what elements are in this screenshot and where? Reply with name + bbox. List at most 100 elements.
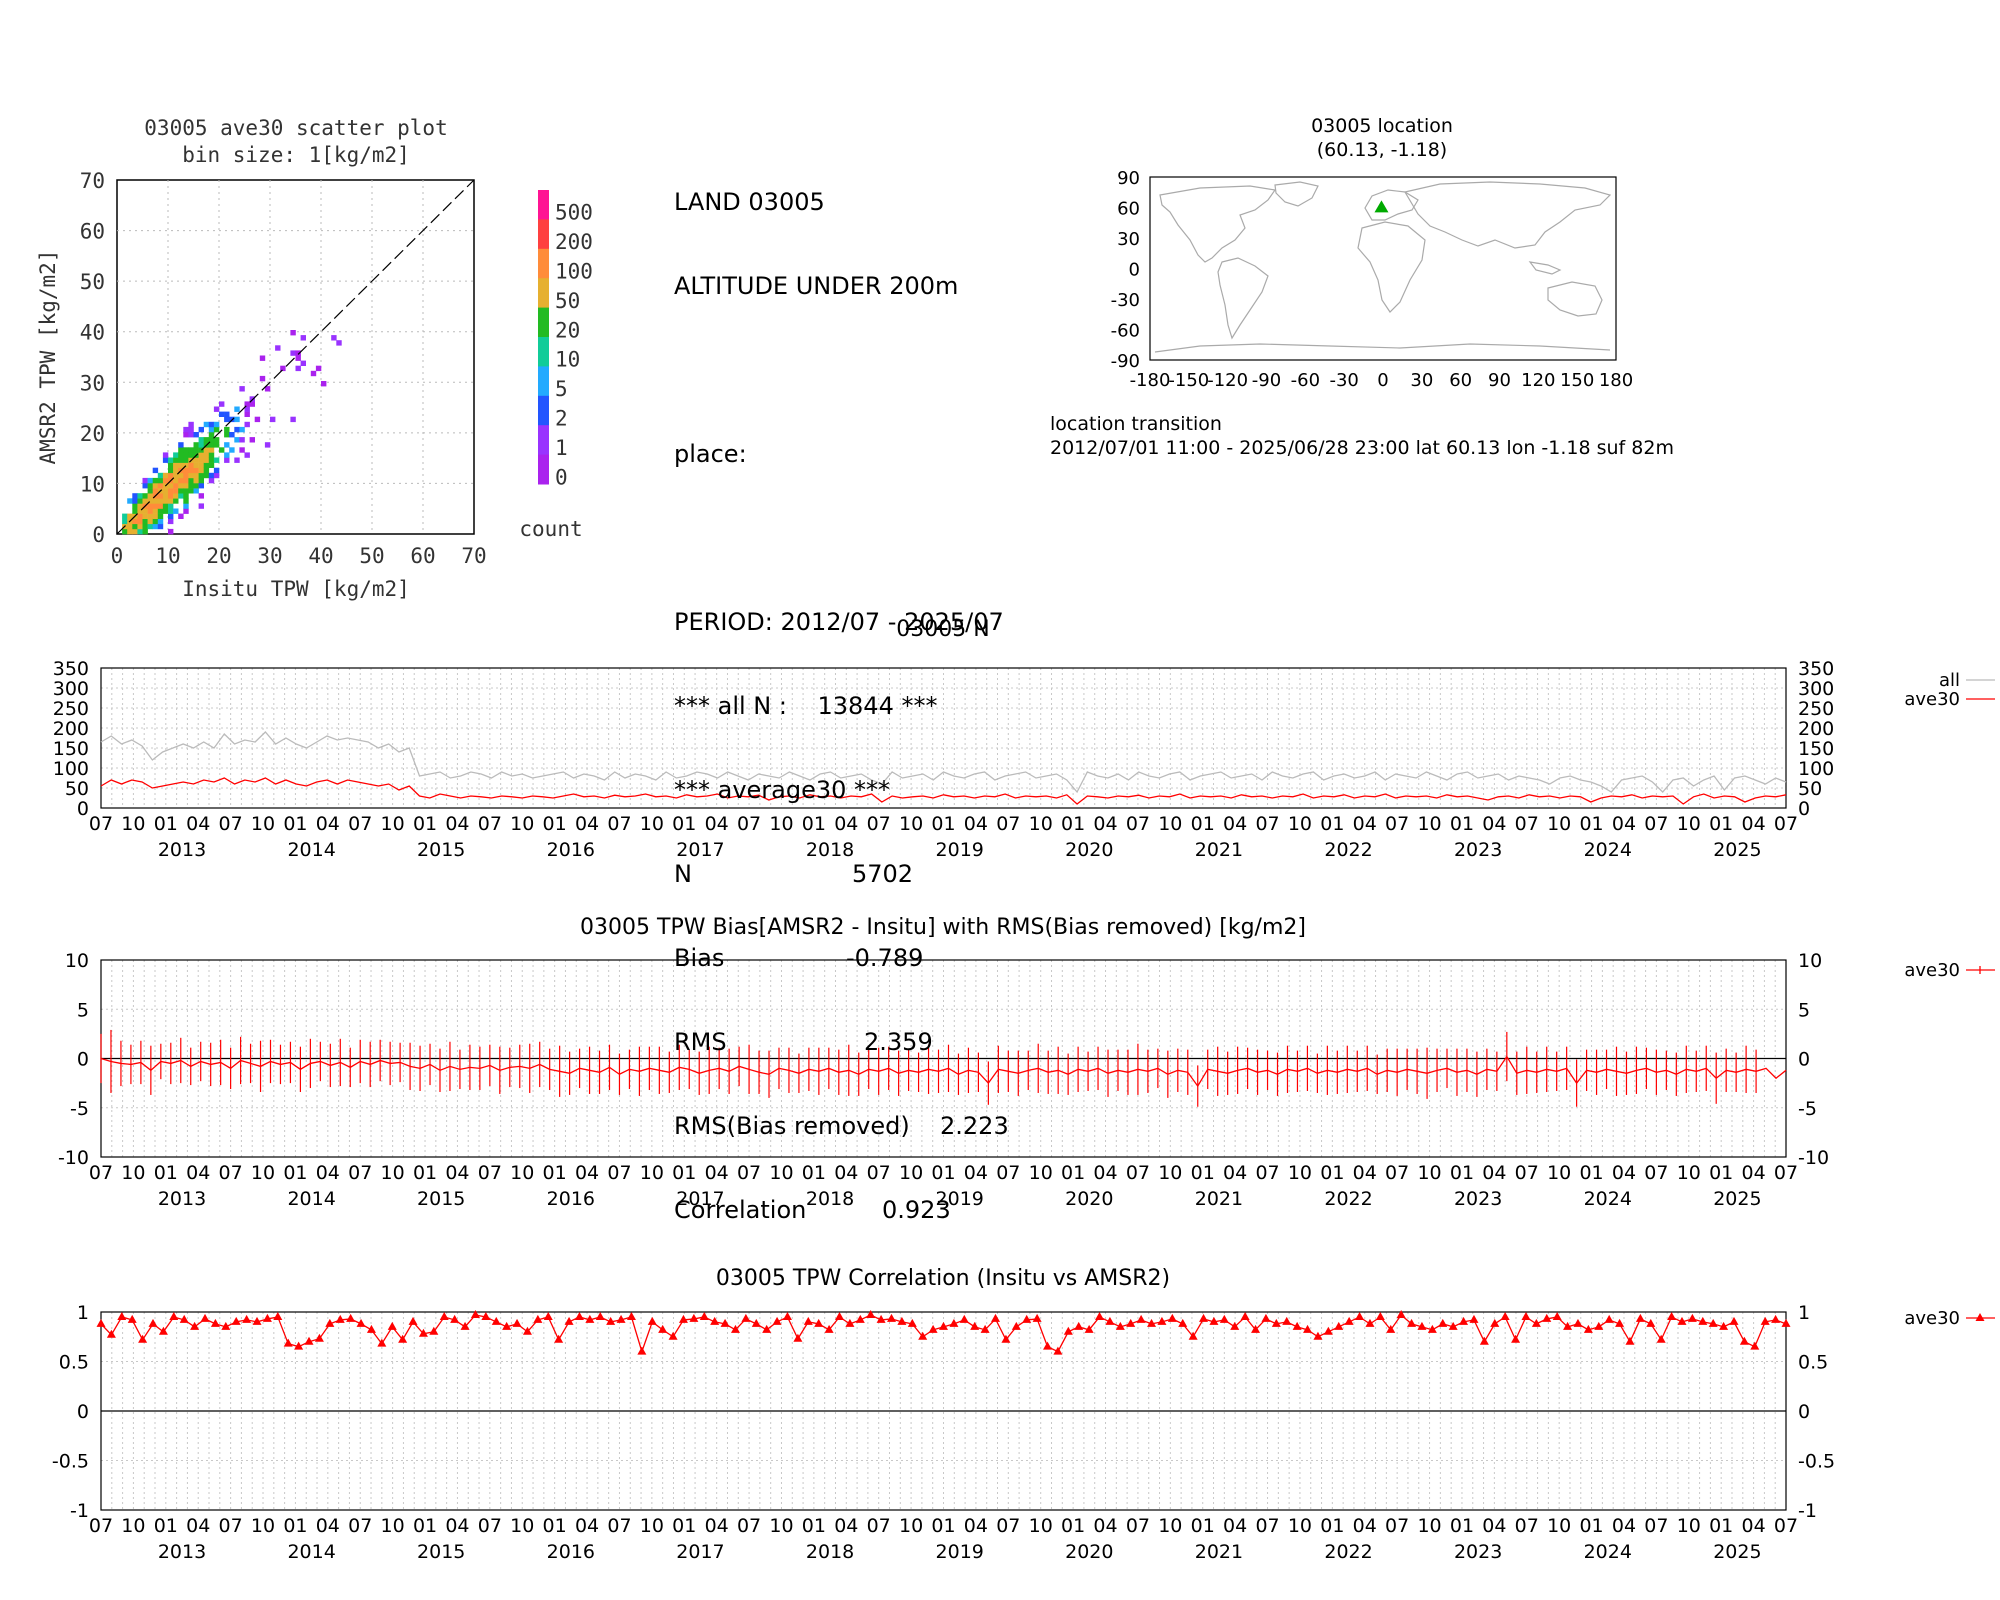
correlation-marker (741, 1313, 751, 1322)
scatter-bin (132, 508, 138, 514)
correlation-marker (1698, 1316, 1708, 1325)
year-label: 2021 (1195, 839, 1243, 861)
ytick-label-right: -10 (1798, 1147, 1829, 1169)
month-label: 04 (1093, 1515, 1117, 1537)
month-label: 01 (1061, 1162, 1085, 1184)
correlation-marker (262, 1313, 272, 1322)
correlation-marker (710, 1316, 720, 1325)
correlation-marker (678, 1314, 688, 1323)
month-label: 01 (154, 1515, 178, 1537)
month-label: 04 (1742, 813, 1766, 835)
month-label: 10 (121, 813, 145, 835)
ytick-label-left: 350 (53, 658, 89, 680)
correlation-marker (1011, 1321, 1021, 1330)
correlation-marker (1261, 1313, 1271, 1322)
correlation-marker (1573, 1318, 1583, 1327)
month-label: 10 (640, 1515, 664, 1537)
correlation-marker (190, 1321, 200, 1330)
scatter-bin (168, 462, 174, 468)
correlation-marker (1625, 1336, 1635, 1345)
rms-bias-removed-value: 2.223 (940, 1112, 1009, 1140)
scatter-plot: 03005 ave30 scatter plot bin size: 1[kg/… (36, 116, 593, 601)
month-label: 10 (640, 813, 664, 835)
correlation-marker (1074, 1321, 1084, 1330)
year-label: 2016 (547, 839, 595, 861)
scatter-bin (198, 442, 204, 448)
ytick-label-left: -10 (58, 1147, 89, 1169)
map-ytick-label: 30 (1117, 229, 1140, 250)
correlation-marker (1157, 1316, 1167, 1325)
scatter-bin (122, 528, 128, 535)
scatter-bin (244, 401, 250, 407)
scatter-bin (213, 457, 220, 463)
scatter-bin (142, 523, 148, 530)
month-label: 10 (251, 1162, 275, 1184)
scatter-subtitle: bin size: 1[kg/m2] (182, 143, 410, 167)
correlation-marker (606, 1316, 616, 1325)
colorbar-label: 1 (555, 436, 568, 460)
ytick-label-right: 0 (1798, 1401, 1810, 1423)
scatter-bin (178, 513, 184, 519)
month-label: 07 (737, 813, 761, 835)
scatter-bin (173, 462, 179, 468)
correlation-marker (814, 1318, 824, 1327)
correlation-marker (148, 1318, 158, 1327)
scatter-bin (152, 467, 159, 474)
correlation-marker (1251, 1324, 1261, 1333)
month-label: 07 (478, 813, 502, 835)
scatter-bin (137, 503, 143, 509)
scatter-bin (213, 442, 220, 448)
correlation-marker (1469, 1314, 1479, 1323)
month-label: 04 (705, 813, 729, 835)
colorbar-label: 100 (555, 260, 593, 284)
month-label: 04 (316, 1162, 340, 1184)
scatter-bin (224, 442, 230, 448)
month-label: 07 (478, 1515, 502, 1537)
scatter-bin (188, 421, 194, 428)
map-xtick-label: -60 (1291, 370, 1320, 391)
scatter-bin (259, 375, 266, 382)
scatter-bin (147, 508, 153, 514)
scatter-bin (213, 467, 220, 474)
scatter-bin (295, 365, 301, 372)
scatter-bin (183, 488, 189, 494)
scatter-bin (213, 437, 220, 443)
correlation-marker (668, 1331, 678, 1340)
scatter-bin (142, 498, 148, 504)
scatter-bin (152, 523, 159, 530)
month-label: 04 (1353, 813, 1377, 835)
month-label: 07 (737, 1515, 761, 1537)
scatter-bin (300, 360, 306, 366)
year-label: 2013 (158, 1188, 206, 1210)
month-label: 10 (1288, 1162, 1312, 1184)
month-label: 07 (996, 813, 1020, 835)
month-label: 04 (834, 1162, 858, 1184)
year-label: 2018 (806, 839, 854, 861)
scatter-bin (244, 421, 250, 428)
scatter-bin (198, 477, 204, 484)
correlation-marker (1407, 1318, 1417, 1327)
correlation-label: Correlation (674, 1196, 807, 1224)
year-label: 2025 (1713, 839, 1761, 861)
scatter-bin (127, 513, 133, 519)
correlation-marker (346, 1313, 356, 1322)
month-label: 07 (1385, 1515, 1409, 1537)
scatter-ytick-label: 0 (92, 523, 105, 547)
year-label: 2019 (936, 839, 984, 861)
month-label: 07 (607, 1515, 631, 1537)
month-label: 07 (478, 1162, 502, 1184)
correlation-marker (949, 1318, 959, 1327)
correlation-marker (1126, 1318, 1136, 1327)
correlation-marker (138, 1334, 148, 1343)
month-label: 07 (867, 1515, 891, 1537)
correlation-marker (1781, 1318, 1791, 1327)
correlation-marker (1084, 1324, 1094, 1333)
correlation-marker (1386, 1324, 1396, 1333)
month-label: 04 (1093, 813, 1117, 835)
scatter-bin (270, 416, 276, 423)
colorbar-label: 5 (555, 377, 568, 401)
month-label: 04 (1223, 1162, 1247, 1184)
map-ytick-label: -90 (1111, 351, 1140, 372)
month-label: 01 (413, 813, 437, 835)
correlation-marker (907, 1318, 917, 1327)
